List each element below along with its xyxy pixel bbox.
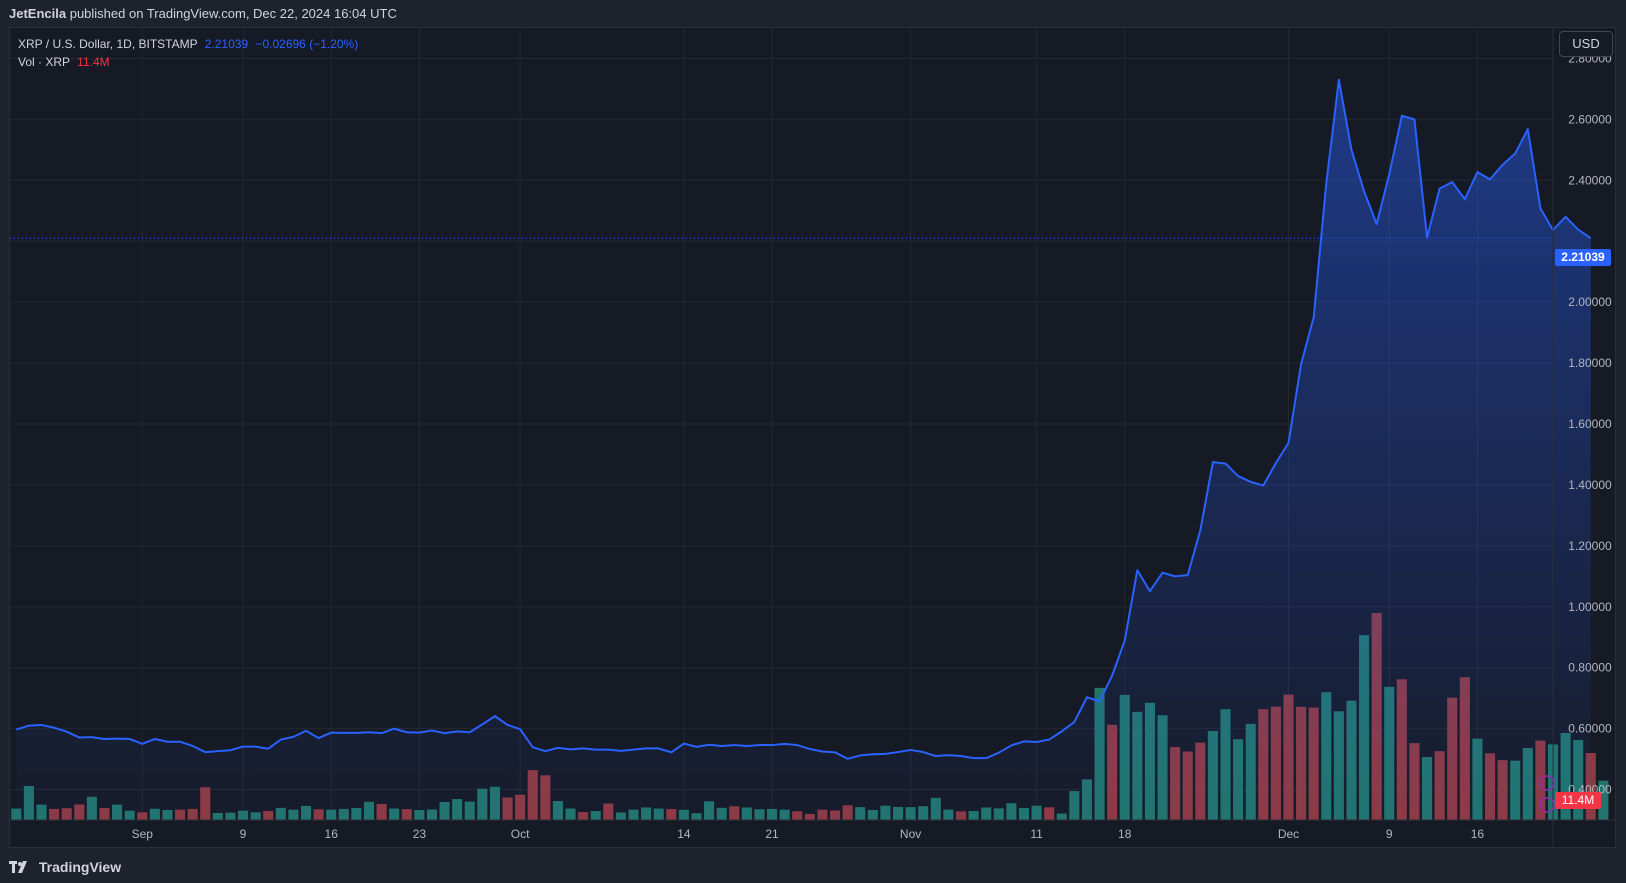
y-tick-label: 1.40000 xyxy=(1568,478,1612,492)
x-tick-label: 11 xyxy=(1030,827,1043,841)
y-tick-label: 1.00000 xyxy=(1568,600,1612,614)
x-tick-label: 16 xyxy=(1471,827,1485,841)
indicator-marker-icon xyxy=(1539,775,1555,791)
x-tick-label: 14 xyxy=(677,827,691,841)
y-tick-label: 0.80000 xyxy=(1568,661,1612,675)
publish-info: published on TradingView.com, Dec 22, 20… xyxy=(69,6,397,21)
author-name[interactable]: JetEncila xyxy=(9,6,67,21)
footer-brand[interactable]: TradingView xyxy=(9,855,121,879)
footer-brand-label: TradingView xyxy=(38,859,122,875)
x-tick-label: Dec xyxy=(1278,827,1299,841)
indicator-marker-icon xyxy=(1539,797,1555,813)
x-tick-label: Oct xyxy=(511,827,530,841)
legend-volume-row: Vol · XRP 11.4M xyxy=(18,53,358,71)
x-tick-label: 9 xyxy=(1386,827,1393,841)
x-axis-labels: Sep 9 16 23 Oct 14 21 Nov 11 18 Dec 9 16 xyxy=(132,827,1485,841)
x-tick-label: 16 xyxy=(325,827,339,841)
tradingview-logo-icon xyxy=(9,856,31,880)
legend-volume-label[interactable]: Vol · XRP xyxy=(18,55,70,69)
y-tick-label: 1.20000 xyxy=(1568,539,1612,553)
y-axis-labels: 0.400000.600000.800001.000001.200001.400… xyxy=(1568,51,1612,796)
legend-change: −0.02696 (−1.20%) xyxy=(255,37,359,51)
x-tick-label: 18 xyxy=(1118,827,1132,841)
price-area xyxy=(16,79,1591,820)
legend-symbol-row: XRP / U.S. Dollar, 1D, BITSTAMP 2.21039 … xyxy=(18,35,358,53)
x-tick-label: 9 xyxy=(240,827,247,841)
x-tick-label: 21 xyxy=(765,827,779,841)
y-tick-label: 2.60000 xyxy=(1568,112,1612,126)
y-tick-label: 1.80000 xyxy=(1568,356,1612,370)
legend-price: 2.21039 xyxy=(204,37,249,51)
x-tick-label: 23 xyxy=(413,827,427,841)
x-tick-label: Nov xyxy=(900,827,921,841)
publish-header: JetEncila published on TradingView.com, … xyxy=(0,0,1626,27)
y-tick-label: 2.00000 xyxy=(1568,295,1612,309)
volume-bar xyxy=(11,808,22,820)
y-tick-label: 0.60000 xyxy=(1568,722,1612,736)
chart-legend: XRP / U.S. Dollar, 1D, BITSTAMP 2.21039 … xyxy=(18,35,358,71)
currency-button[interactable]: USD xyxy=(1559,31,1613,57)
x-tick-label: Sep xyxy=(132,827,154,841)
y-tick-label: 1.60000 xyxy=(1568,417,1612,431)
price-line xyxy=(15,78,1592,760)
volume-bar xyxy=(1598,780,1609,820)
legend-symbol[interactable]: XRP / U.S. Dollar, 1D, BITSTAMP xyxy=(18,37,198,51)
y-tick-label: 2.40000 xyxy=(1568,173,1612,187)
last-price-tag: 2.21039 xyxy=(1555,249,1611,266)
legend-volume-value: 11.4M xyxy=(77,55,110,69)
last-volume-tag: 11.4M xyxy=(1555,792,1601,809)
